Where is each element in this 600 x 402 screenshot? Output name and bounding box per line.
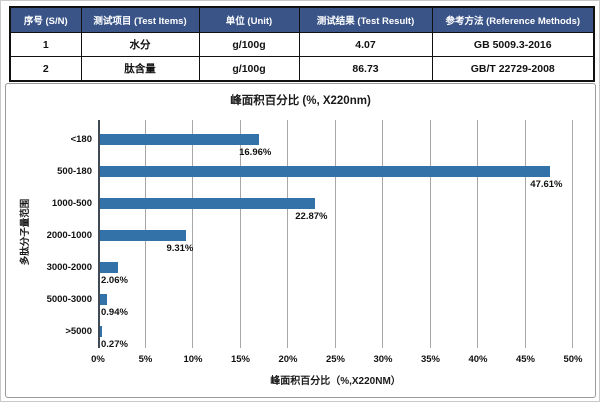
x-axis-tick-label: 40%	[468, 354, 488, 365]
category-label: 500-180	[57, 166, 92, 177]
header-unit: 单位 (Unit)	[198, 6, 300, 33]
gridline	[429, 120, 431, 348]
gridline	[477, 120, 478, 348]
gridline	[239, 120, 241, 348]
category-label: <180	[70, 134, 92, 145]
bar-value-label: 2.06%	[101, 275, 128, 286]
x-axis-tick-label: 10%	[183, 354, 203, 365]
cell-serial: 1	[9, 32, 82, 57]
x-axis-tick-label: 0%	[91, 354, 105, 365]
cell-test-item: 肽含量	[80, 56, 200, 82]
table-header-row: 序号 (S/N) 测试项目 (Test Items) 单位 (Unit) 测试结…	[9, 6, 595, 33]
bar-3000-2000	[100, 262, 118, 273]
gridline	[192, 120, 193, 348]
header-test-result: 测试结果 (Test Result)	[298, 6, 433, 33]
gridline	[524, 120, 526, 348]
cell-serial: 2	[9, 56, 82, 82]
bar->5000	[100, 326, 102, 337]
plot-area: 16.96% 47.61% 22.87% 9.31% 2.06% 0.94% 0.27%	[98, 120, 573, 350]
gridline	[287, 120, 288, 348]
cell-test-item: 水分	[80, 32, 200, 57]
cell-unit: g/100g	[198, 56, 300, 82]
x-axis-tick-label: 50%	[563, 354, 583, 365]
header-reference-methods: 参考方法 (Reference Methods)	[431, 6, 595, 33]
category-label: >5000	[65, 326, 92, 337]
table-row: 1 水分 g/100g 4.07 GB 5009.3-2016	[9, 32, 595, 57]
y-axis-line	[98, 120, 100, 348]
bar-1000-500	[100, 198, 316, 209]
category-label: 1000-500	[51, 198, 92, 209]
bar-5000-3000	[100, 294, 107, 305]
cell-method: GB/T 22729-2008	[431, 56, 595, 82]
bar-500-180	[100, 166, 551, 177]
cell-result: 86.73	[298, 56, 433, 82]
x-axis-tick-label: 35%	[420, 354, 441, 365]
category-label: 2000-1000	[46, 230, 92, 241]
gridline	[572, 120, 573, 348]
header-test-items: 测试项目 (Test Items)	[80, 6, 200, 33]
cell-result: 4.07	[298, 32, 433, 57]
peak-area-chart: 峰面积百分比 (%, X220nm) 多肽分子量范围 16.96% 47.61% 2…	[5, 83, 596, 398]
x-axis-tick-label: 20%	[278, 354, 298, 365]
bar-<180	[100, 134, 260, 145]
bar-2000-1000	[100, 230, 187, 241]
test-results-table: 序号 (S/N) 测试项目 (Test Items) 单位 (Unit) 测试结…	[9, 6, 595, 82]
category-label: 5000-3000	[46, 294, 92, 305]
cell-unit: g/100g	[198, 32, 300, 57]
x-axis-tick-label: 30%	[373, 354, 393, 365]
table-row: 2 肽含量 g/100g 86.73 GB/T 22729-2008	[9, 56, 595, 82]
bar-value-label: 0.94%	[101, 307, 128, 318]
bar-value-label: 47.61%	[530, 179, 563, 190]
x-axis-tick-label: 5%	[138, 354, 153, 365]
gridline	[382, 120, 383, 348]
x-axis-tick-label: 15%	[230, 354, 251, 365]
x-axis-title: 峰面积百分比（%,X220NM）	[270, 376, 401, 387]
header-serial-number: 序号 (S/N)	[9, 6, 82, 33]
chart-title: 峰面积百分比 (%, X220nm)	[230, 95, 371, 107]
bar-value-label: 16.96%	[239, 147, 272, 158]
cell-method: GB 5009.3-2016	[431, 32, 595, 57]
x-axis-tick-label: 45%	[515, 354, 536, 365]
bar-value-label: 9.31%	[166, 243, 194, 254]
gridline	[334, 120, 336, 348]
bar-value-label: 0.27%	[101, 339, 128, 350]
category-label: 3000-2000	[46, 262, 92, 273]
bar-value-label: 22.87%	[295, 211, 328, 222]
x-axis-tick-label: 25%	[325, 354, 346, 365]
